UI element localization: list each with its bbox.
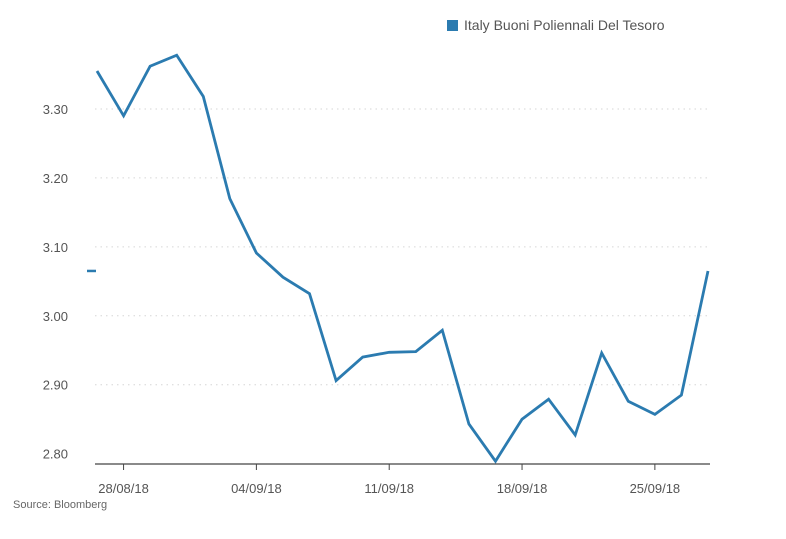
legend-label: Italy Buoni Poliennali Del Tesoro (464, 17, 665, 33)
source-note: Source: Bloomberg (13, 499, 108, 511)
x-tick-label: 04/09/18 (231, 481, 282, 496)
x-tick-label: 25/09/18 (630, 481, 681, 496)
x-tick-label: 18/09/18 (497, 481, 548, 496)
legend: Italy Buoni Poliennali Del Tesoro (447, 16, 665, 34)
legend-swatch (447, 19, 458, 31)
series-group (95, 53, 710, 464)
gridlines (95, 108, 710, 386)
y-tick-label: 3.20 (43, 171, 68, 186)
y-tick-label: 2.90 (43, 378, 68, 393)
x-tick-label: 11/09/18 (364, 481, 414, 496)
series-line (95, 53, 710, 464)
y-tick-label: 3.30 (43, 102, 68, 117)
x-tick-label: 28/08/18 (98, 481, 149, 496)
y-tick-label: 3.00 (43, 309, 68, 324)
y-axis: 2.80 2.90 3.00 3.10 3.20 3.30 (43, 102, 68, 462)
y-tick-label: 2.80 (43, 447, 68, 462)
x-axis: 28/08/18 04/09/18 11/09/18 18/09/18 25/09/18 (95, 463, 710, 496)
y-tick-label: 3.10 (43, 240, 68, 255)
